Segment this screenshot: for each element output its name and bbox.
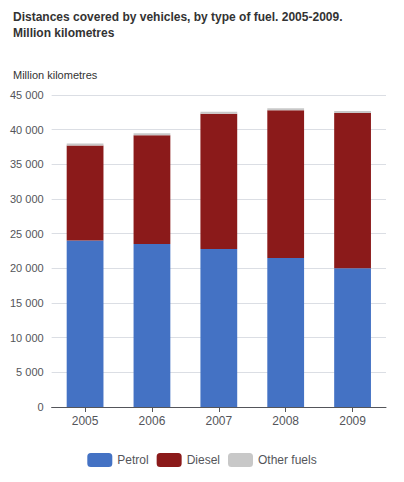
svg-text:2006: 2006 [139,414,166,428]
svg-text:Distances covered by vehicles,: Distances covered by vehicles, by type o… [13,10,343,24]
svg-text:Other fuels: Other fuels [258,453,317,467]
svg-text:15 000: 15 000 [10,297,44,309]
svg-text:2009: 2009 [339,414,366,428]
svg-text:Million kilometres: Million kilometres [13,69,98,81]
svg-text:30 000: 30 000 [10,193,44,205]
svg-text:5 000: 5 000 [16,366,44,378]
svg-text:20 000: 20 000 [10,262,44,274]
svg-text:2005: 2005 [72,414,99,428]
svg-text:Million kilometres: Million kilometres [13,26,115,40]
svg-text:40 000: 40 000 [10,124,44,136]
svg-text:25 000: 25 000 [10,228,44,240]
svg-text:2007: 2007 [205,414,232,428]
svg-text:Diesel: Diesel [187,453,220,467]
svg-text:10 000: 10 000 [10,332,44,344]
svg-text:45 000: 45 000 [10,89,44,101]
svg-text:Petrol: Petrol [117,453,148,467]
svg-text:35 000: 35 000 [10,158,44,170]
svg-text:2008: 2008 [272,414,299,428]
svg-text:0: 0 [38,401,44,413]
